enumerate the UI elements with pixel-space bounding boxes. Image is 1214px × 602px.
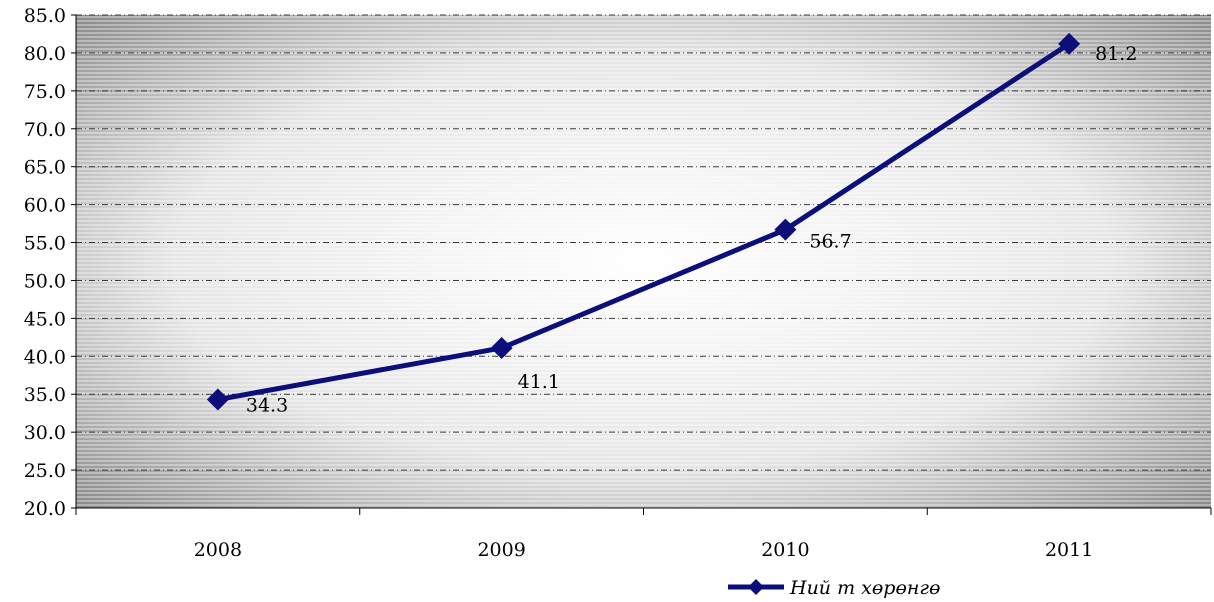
y-tick-label: 80.0 [24, 43, 66, 65]
y-tick-label: 55.0 [24, 233, 66, 255]
x-tick-label: 2011 [1045, 539, 1093, 561]
y-tick-label: 70.0 [24, 119, 66, 141]
axes [71, 14, 1212, 515]
y-tick-label: 40.0 [24, 346, 66, 368]
data-point-marker [1058, 32, 1081, 55]
x-tick-label: 2010 [761, 539, 809, 561]
plot-area-stripes [76, 15, 1211, 508]
x-tick-label: 2008 [194, 539, 242, 561]
data-point-marker [206, 388, 229, 411]
y-tick-label: 30.0 [24, 422, 66, 444]
data-point-marker [774, 218, 797, 241]
series-line [217, 41, 1071, 402]
data-label: 34.3 [246, 395, 288, 417]
legend-label: Ний т хөрөнгө [789, 577, 940, 599]
legend: Ний т хөрөнгө [728, 577, 940, 599]
y-tick-label: 20.0 [24, 498, 66, 520]
gridlines [76, 14, 1211, 471]
y-tick-label: 60.0 [24, 195, 66, 217]
y-tick-label: 50.0 [24, 270, 66, 292]
y-tick-label: 25.0 [24, 460, 66, 482]
series-group: 34.3 41.1 56.7 81.2 [206, 32, 1137, 417]
y-tick-label: 65.0 [24, 157, 66, 179]
y-tick-label: 45.0 [24, 308, 66, 330]
legend-marker [748, 579, 764, 595]
y-tick-label: 35.0 [24, 384, 66, 406]
data-label: 81.2 [1095, 43, 1137, 65]
y-tick-label: 75.0 [24, 81, 66, 103]
data-point-marker [490, 336, 513, 359]
x-axis-ticks: 2008 2009 2010 2011 [194, 539, 1094, 561]
y-axis-ticks: 20.0 25.0 30.0 35.0 40.0 45.0 50.0 55.0 60.0 65.0… [24, 5, 66, 520]
plot-background [76, 15, 1211, 508]
data-label: 41.1 [518, 371, 560, 393]
y-tick-label: 85.0 [24, 5, 66, 27]
data-label: 56.7 [809, 231, 851, 253]
x-tick-label: 2009 [477, 539, 525, 561]
